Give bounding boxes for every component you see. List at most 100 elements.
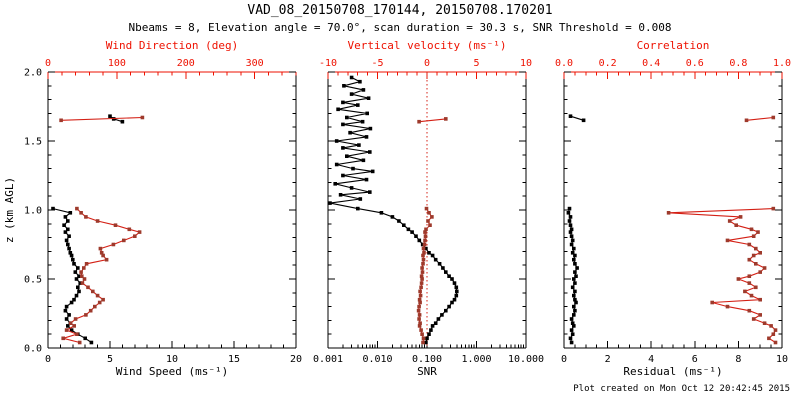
- tick-label: 2.0: [24, 68, 42, 79]
- snr-marker: [444, 308, 448, 313]
- vertical-velocity-marker: [417, 119, 421, 124]
- correlation-marker: [738, 215, 743, 219]
- wind-direction-marker: [122, 238, 126, 243]
- wind-speed-axis-label: Wind Speed (ms⁻¹): [115, 365, 229, 378]
- residual-marker: [573, 262, 577, 266]
- vertical-velocity-marker: [421, 340, 425, 345]
- vertical-velocity-marker: [427, 211, 431, 215]
- vertical-velocity-marker: [421, 246, 426, 251]
- residual-marker: [572, 313, 576, 317]
- correlation-marker: [710, 300, 714, 305]
- correlation-marker: [771, 206, 776, 211]
- correlation-marker: [754, 285, 758, 290]
- snr-marker: [357, 143, 361, 147]
- vertical-velocity-marker: [420, 277, 424, 281]
- wind-speed-marker: [76, 266, 80, 270]
- tick-label: 1.000: [461, 354, 491, 365]
- series-correlation: [666, 115, 778, 345]
- vertical-velocity-marker: [423, 238, 427, 243]
- residual-marker: [567, 219, 572, 223]
- panel-residual-correlation: 0 2 4 6 8 10 0.0 0.2 0.4 0.6 0.8 1.0: [555, 58, 791, 365]
- tick-label: 0: [45, 58, 51, 69]
- tick-label: 10: [520, 58, 532, 69]
- residual-marker: [581, 118, 586, 123]
- wind-direction-marker: [98, 246, 103, 251]
- wind-speed-marker: [76, 285, 80, 290]
- wind-speed-marker: [67, 313, 71, 317]
- snr-line: [329, 77, 458, 343]
- tick-label: 5: [473, 58, 479, 69]
- snr-marker: [433, 321, 438, 325]
- wind-direction-line: [61, 116, 143, 121]
- residual-marker: [575, 266, 579, 270]
- vertical-velocity-marker: [418, 293, 423, 298]
- snr-marker: [450, 300, 454, 305]
- vertical-velocity-marker: [418, 300, 422, 305]
- snr-marker: [341, 146, 345, 150]
- wind-speed-marker: [67, 234, 71, 238]
- wind-speed-marker: [120, 119, 125, 124]
- tick-label: 1.0: [24, 206, 42, 217]
- vertical-velocity-marker: [419, 285, 423, 290]
- snr-marker: [338, 193, 343, 197]
- snr-marker: [341, 100, 345, 105]
- wind-direction-marker: [59, 118, 63, 123]
- correlation-marker: [754, 246, 758, 251]
- snr-marker: [361, 88, 366, 92]
- wind-direction-marker: [80, 274, 84, 278]
- tick-label: 100: [108, 58, 126, 69]
- residual-marker: [570, 285, 575, 290]
- series-residual: [566, 114, 586, 345]
- residual-marker: [574, 300, 578, 305]
- series-vertical-velocity: [416, 117, 448, 345]
- panel-snr-vertical-velocity: 0.001 0.010 0.100 1.000 10.000 -10 -5 0 5 10: [313, 58, 544, 365]
- tick-label: 1.0: [773, 58, 791, 69]
- wind-direction-marker: [75, 206, 79, 211]
- wind-direction-marker: [84, 215, 88, 219]
- wind-direction-marker: [75, 332, 79, 336]
- snr-marker: [410, 230, 414, 234]
- snr-marker: [450, 277, 454, 281]
- snr-marker: [364, 135, 369, 139]
- series-wind-direction: [59, 115, 145, 345]
- tick-label: -5: [371, 58, 383, 69]
- series-wind-speed: [51, 114, 125, 345]
- tick-label: 0.100: [412, 354, 442, 365]
- residual-marker: [570, 332, 575, 336]
- tick-label: 5: [107, 354, 113, 365]
- tick-label: 10: [776, 354, 788, 365]
- snr-marker: [433, 257, 438, 262]
- vertical-velocity-marker: [417, 297, 422, 302]
- snr-marker: [452, 297, 457, 302]
- residual-marker: [572, 293, 576, 298]
- tick-label: 0.5: [24, 275, 42, 286]
- snr-marker: [437, 262, 442, 266]
- vertical-velocity-marker: [422, 251, 426, 255]
- snr-marker: [349, 75, 354, 80]
- correlation-marker: [751, 317, 756, 321]
- residual-marker: [572, 246, 576, 251]
- snr-marker: [368, 150, 372, 154]
- residual-marker: [567, 206, 572, 211]
- tick-label: 0.2: [599, 58, 617, 69]
- snr-marker: [452, 281, 457, 285]
- snr-marker: [351, 166, 355, 171]
- snr-marker: [455, 289, 459, 294]
- wind-speed-marker: [51, 206, 55, 211]
- residual-marker: [569, 340, 574, 345]
- correlation-line: [746, 116, 774, 121]
- correlation-marker: [756, 230, 760, 234]
- residual-marker: [570, 251, 575, 255]
- snr-marker: [424, 246, 428, 251]
- residual-marker: [572, 324, 576, 328]
- residual-line: [570, 115, 584, 121]
- wind-speed-marker: [72, 297, 76, 302]
- residual-marker: [573, 308, 577, 313]
- wind-speed-marker: [66, 227, 70, 232]
- wind-speed-marker: [63, 230, 68, 234]
- residual-marker: [569, 242, 574, 247]
- plot-created-timestamp: Plot created on Mon Oct 12 20:42:45 2015: [573, 384, 790, 394]
- tick-label: 0: [561, 354, 567, 365]
- wind-direction-marker: [93, 304, 97, 309]
